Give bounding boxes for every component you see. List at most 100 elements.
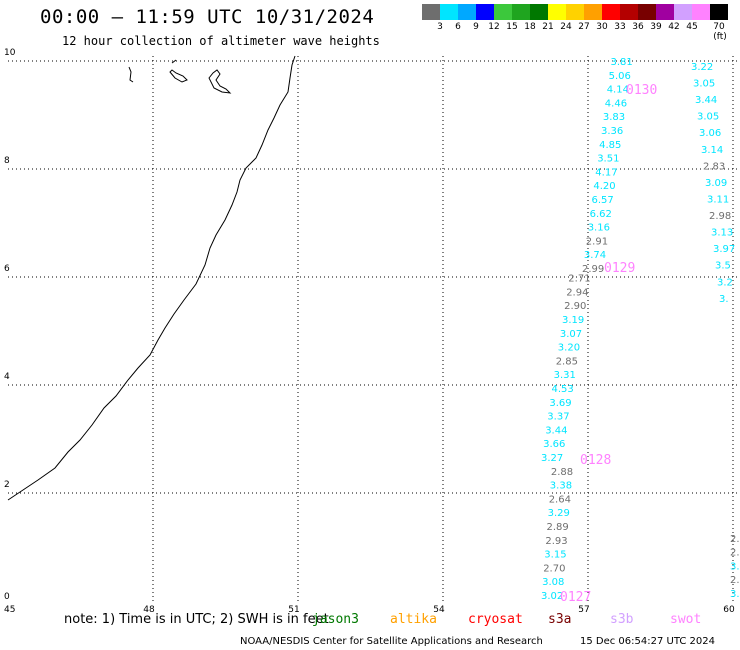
wave-height-label: 6.57 bbox=[592, 195, 614, 206]
scale-label: 15 bbox=[506, 22, 518, 32]
track-0128: 3.27 3.66 3.44 3.37 3.69 4.53 3.31 2.85 3.20 3.07… bbox=[541, 274, 611, 468]
x-tick-label: 48 bbox=[143, 605, 155, 615]
scale-swatch bbox=[494, 4, 512, 20]
wave-height-label: 3.19 bbox=[562, 315, 584, 326]
wave-height-label: 3.09 bbox=[705, 178, 727, 189]
scale-swatch bbox=[548, 4, 566, 20]
scale-label: 18 bbox=[524, 22, 536, 32]
scale-swatch bbox=[674, 4, 692, 20]
scale-label: 36 bbox=[632, 22, 644, 32]
wave-height-label: 2.97 bbox=[730, 575, 740, 586]
scale-label: 45 bbox=[686, 22, 698, 32]
scale-swatch bbox=[566, 4, 584, 20]
x-tick-label: 60 bbox=[723, 605, 735, 615]
wave-height-label: 3.06 bbox=[699, 128, 721, 139]
wave-height-label: 3.20 bbox=[558, 343, 580, 354]
x-tick-label: 54 bbox=[433, 605, 445, 615]
wave-height-label: 3.37 bbox=[547, 412, 569, 423]
scale-swatch bbox=[458, 4, 476, 20]
scale-swatch bbox=[710, 4, 728, 20]
wave-height-label: 3.15 bbox=[544, 550, 566, 561]
island-1 bbox=[128, 66, 134, 83]
wave-height-label: 3.13 bbox=[711, 228, 733, 239]
scale-swatch bbox=[476, 4, 494, 20]
wave-height-label: 2.89 bbox=[547, 522, 569, 533]
timestamp-text: 15 Dec 06:54:27 UTC 2024 bbox=[580, 636, 715, 647]
scale-swatch bbox=[620, 4, 638, 20]
wave-height-label: 3.22 bbox=[691, 62, 713, 73]
wave-height-label: 2.85 bbox=[556, 356, 578, 367]
y-tick-label: 0 bbox=[4, 592, 10, 602]
y-tick-label: 4 bbox=[4, 372, 10, 382]
scale-label: 12 bbox=[488, 22, 500, 32]
wave-height-label: 2.6 bbox=[730, 534, 740, 545]
wave-height-label: 3.2 bbox=[717, 277, 733, 288]
wave-height-label: 2.93 bbox=[545, 536, 567, 547]
track-id-label: 0127 bbox=[560, 590, 591, 605]
scale-label: 42 bbox=[668, 22, 680, 32]
scale-label: 27 bbox=[578, 22, 590, 32]
coastline bbox=[7, 55, 296, 501]
scale-label: 3 bbox=[437, 22, 443, 32]
wave-height-label: 2.88 bbox=[551, 467, 573, 478]
wave-height-label: 3.83 bbox=[603, 112, 625, 123]
y-tick-label: 2 bbox=[4, 480, 10, 490]
color-scale-bar bbox=[422, 4, 728, 20]
credit-text: NOAA/NESDIS Center for Satellite Applica… bbox=[240, 636, 543, 647]
satellite-swot: swot bbox=[670, 612, 702, 627]
scale-swatch bbox=[440, 4, 458, 20]
scale-label: 24 bbox=[560, 22, 572, 32]
scale-label: 9 bbox=[473, 22, 479, 32]
scale-swatch bbox=[692, 4, 710, 20]
wave-height-label: 4.14 bbox=[607, 85, 629, 96]
wave-height-label: 4.46 bbox=[605, 98, 627, 109]
wave-height-label: 3.36 bbox=[601, 126, 623, 137]
scale-label: 39 bbox=[650, 22, 662, 32]
wave-height-label: 2.98 bbox=[709, 211, 731, 222]
wave-height-label: 3.74 bbox=[584, 250, 606, 261]
satellite-cryosat: cryosat bbox=[468, 612, 523, 627]
scale-swatch bbox=[584, 4, 602, 20]
wave-height-label: 6.62 bbox=[590, 209, 612, 220]
satellite-jason3: jason3 bbox=[312, 612, 359, 627]
wave-height-label: 2.83 bbox=[703, 161, 725, 172]
x-tick-label: 45 bbox=[4, 605, 15, 615]
island-3 bbox=[208, 69, 232, 94]
wave-height-label: 4.53 bbox=[552, 384, 574, 395]
wave-height-label: 2.94 bbox=[566, 287, 588, 298]
wave-height-label: 3.05 bbox=[693, 79, 715, 90]
wave-height-label: 3.5 bbox=[730, 561, 740, 572]
wave-height-label: 3.08 bbox=[542, 577, 564, 588]
x-tick-label: 57 bbox=[578, 605, 589, 615]
scale-swatch bbox=[530, 4, 548, 20]
wave-height-label: 3.44 bbox=[545, 425, 567, 436]
wave-height-label: 4.20 bbox=[593, 181, 615, 192]
page-subtitle: 12 hour collection of altimeter wave hei… bbox=[62, 34, 380, 48]
wave-height-label: 3.14 bbox=[730, 589, 740, 600]
wave-height-label: 3.27 bbox=[541, 453, 563, 464]
wave-height-label: 3.07 bbox=[560, 329, 582, 340]
island-2 bbox=[169, 59, 188, 83]
wave-height-label: 2.90 bbox=[564, 301, 586, 312]
y-tick-label: 8 bbox=[4, 156, 10, 166]
wave-height-label: 3.02 bbox=[541, 591, 563, 602]
wave-height-label: 2.99 bbox=[582, 264, 604, 275]
wave-height-label: 3.05 bbox=[697, 112, 719, 123]
wave-height-label: 3.29 bbox=[548, 508, 570, 519]
track-id-label: 0129 bbox=[604, 261, 635, 276]
wave-height-label: 2.64 bbox=[549, 494, 571, 505]
wave-height-label: 3.44 bbox=[695, 95, 717, 106]
y-tick-label: 10 bbox=[4, 48, 16, 58]
track-0127: 3.02 3.08 2.70 3.15 2.93 2.89 3.29 2.64 3.38 2.88… bbox=[541, 467, 591, 605]
y-tick-label: 6 bbox=[4, 264, 10, 274]
wave-height-label: 3.14 bbox=[701, 145, 723, 156]
wave-height-label: 3.31 bbox=[554, 370, 576, 381]
scale-swatch bbox=[656, 4, 674, 20]
wave-height-label: 5.06 bbox=[609, 71, 631, 82]
wave-height-label: 4.17 bbox=[595, 167, 617, 178]
track-edge-low: 3.14 2.97 3.5 2.3 2.6 bbox=[730, 534, 740, 600]
wave-height-label: 3.97 bbox=[713, 244, 735, 255]
scale-label: 30 bbox=[596, 22, 608, 32]
scale-swatch bbox=[602, 4, 620, 20]
